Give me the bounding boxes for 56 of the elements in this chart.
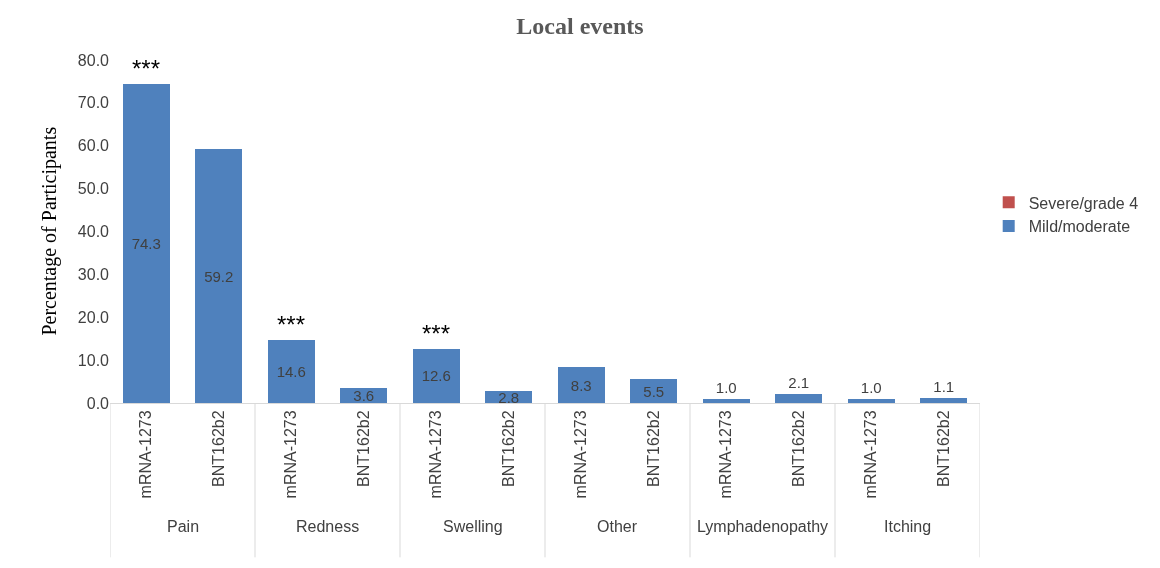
x-tick-label: mRNA-1273 [717,410,735,499]
x-tick-label: BNT162b2 [934,410,952,487]
bar [122,84,170,403]
data-label: 59.2 [204,267,234,285]
bar [412,348,460,403]
y-axis-title: Percentage of Participants [37,126,61,336]
y-tick-label: 40.0 [77,223,110,241]
x-tick-label: BNT162b2 [789,410,807,487]
data-label: 8.3 [570,376,592,394]
data-label: 1.0 [860,378,882,396]
x-tick-label: BNT162b2 [209,410,227,487]
bar [702,398,750,403]
y-tick-label: 60.0 [77,137,110,155]
bar [920,398,968,403]
legend-label: Mild/moderate [1028,218,1131,236]
data-label: 1.0 [715,378,737,396]
text: Pain [167,518,200,535]
x-tick-label: mRNA-1273 [572,410,590,499]
chart-title: Local events [516,12,644,39]
y-tick-label: 80.0 [77,51,110,69]
bar [630,379,678,403]
text: Redness [296,518,360,535]
bar [775,394,823,403]
text: Other [597,518,638,535]
y-tick-label: 0.0 [86,394,110,412]
y-tick-label: 70.0 [77,94,110,112]
annotation: *** [422,320,451,347]
x-tick-label: mRNA-1273 [282,410,300,499]
data-label: 14.6 [276,363,306,381]
bar [267,340,315,403]
y-tick-label: 20.0 [77,308,110,326]
data-label: 2.8 [498,388,520,406]
x-tick-label: BNT162b2 [499,410,517,487]
data-label: 2.1 [788,374,810,391]
x-tick-label: BNT162b2 [644,410,662,487]
data-label: 5.5 [643,382,665,400]
x-tick-label: mRNA-1273 [137,410,155,499]
annotation: *** [132,55,161,82]
bar [847,398,895,403]
text: Lymphadenopathy [697,518,829,535]
legend-label: Severe/grade 4 [1028,194,1139,212]
x-tick-label: mRNA-1273 [427,410,445,499]
y-tick-label: 10.0 [77,351,110,369]
text: Swelling [443,518,503,535]
y-tick-label: 30.0 [77,265,110,283]
text: Itching [884,518,932,535]
annotation: *** [277,311,306,338]
x-tick-label: mRNA-1273 [862,410,880,499]
data-label: 12.6 [421,367,451,385]
y-tick-label: 50.0 [77,180,110,198]
data-label: 3.6 [353,386,375,404]
x-tick-label: BNT162b2 [354,410,372,487]
data-label: 1.1 [933,378,955,396]
bar [195,149,243,403]
data-label: 74.3 [131,235,161,253]
bar [557,367,605,403]
